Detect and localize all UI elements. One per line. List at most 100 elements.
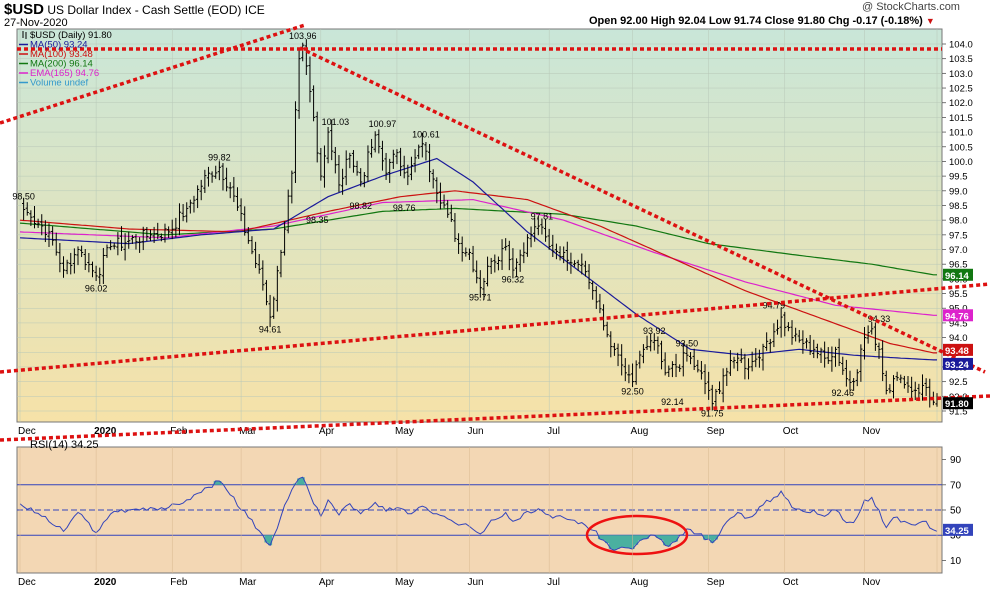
chart-date: 27-Nov-2020: [4, 17, 68, 29]
price-tick-label: 94.0: [949, 333, 968, 344]
price-tick-label: 99.0: [949, 186, 968, 197]
change-label: Chg -0.17 (-0.18%): [828, 15, 923, 27]
month-label-rsi: Oct: [783, 577, 799, 588]
chart-title: $USD US Dollar Index - Cash Settle (EOD)…: [4, 1, 265, 18]
month-label-price: Mar: [239, 426, 257, 437]
price-tick-label: 104.0: [949, 40, 973, 51]
month-label-rsi: Mar: [239, 577, 257, 588]
price-tick-label: 95.0: [949, 304, 968, 315]
price-tick-label: 98.0: [949, 216, 968, 227]
price-annotation: 98.35: [306, 215, 329, 225]
month-label-rsi: Sep: [707, 577, 725, 588]
ma50-line: [19, 157, 937, 361]
ohlc-bars: [22, 39, 939, 411]
rsi-grid: [17, 484, 942, 536]
price-tick-label: 103.0: [949, 69, 973, 80]
legend-entry: MA(100) 93.48: [30, 49, 93, 60]
price-annotation: 92.46: [831, 388, 854, 398]
price-annotation: 92.50: [621, 387, 644, 397]
month-axis-price: Dec 2020 Feb Mar Apr May Jun Jul Aug Sep Oct Nov: [18, 426, 880, 437]
rsi-oversold-fill: [213, 477, 718, 551]
price-annotation: 96.32: [502, 274, 525, 284]
rsi-tick-label: 10: [950, 556, 962, 567]
badge-rsi-bg: [943, 523, 973, 536]
price-annotation: 94.61: [259, 325, 282, 335]
ohlc-values: Open 92.00 High 92.04 Low 91.74 Close 91…: [589, 15, 935, 27]
rsi-axis: 90 70 50 30 10: [942, 455, 962, 567]
month-label-price: Nov: [863, 426, 881, 437]
price-annotation: 92.14: [661, 397, 684, 407]
price-tick-label: 100.0: [949, 157, 973, 168]
month-label-rsi: Apr: [319, 577, 335, 588]
ma200-line: [19, 207, 937, 276]
ohlc-label: Open 92.00 High 92.04 Low 91.74 Close 91…: [589, 15, 826, 27]
badge-rsi: 34.25: [945, 526, 969, 537]
price-annotation: 96.02: [85, 283, 108, 293]
rsi-line: [19, 476, 938, 551]
rsi-tick-label: 70: [950, 480, 962, 491]
price-annotation: 97.81: [531, 212, 554, 222]
legend-entry: MA(50) 93.24: [30, 40, 88, 51]
down-arrow-icon: ▼: [925, 16, 935, 26]
price-tick-label: 101.5: [949, 113, 973, 124]
price-tick-label: 92.5: [949, 377, 968, 388]
month-label-price: Sep: [707, 426, 725, 437]
month-label-rsi: Nov: [863, 577, 881, 588]
badge-ma50: 93.24: [945, 360, 969, 371]
price-annotation: 93.50: [676, 338, 699, 348]
legend-entry: MA(200) 96.14: [30, 59, 93, 70]
month-label-price: Jul: [547, 426, 560, 437]
month-axis-rsi: Dec 2020 Feb Mar Apr May Jun Jul Aug Sep Oct Nov: [18, 447, 938, 588]
price-annotation: 94.33: [868, 314, 891, 324]
price-annotation: 94.79: [763, 300, 786, 310]
month-label-price: Aug: [631, 426, 649, 437]
month-label-rsi: Feb: [170, 577, 188, 588]
price-annotations: 98.50 96.02 99.82 94.61 103.96 98.35 101.03 98.…: [12, 31, 890, 418]
price-tick-label: 102.0: [949, 98, 973, 109]
month-label-rsi: Jun: [467, 577, 483, 588]
instrument-name: US Dollar Index - Cash Settle (EOD): [47, 3, 242, 17]
trendline-falling-resistance: [299, 46, 986, 374]
price-tick-label: 100.5: [949, 142, 973, 153]
price-annotation: 99.82: [208, 153, 231, 163]
trendline-upper-rising: [0, 23, 306, 125]
ma100-line: [19, 190, 937, 354]
price-annotation: 100.61: [412, 130, 440, 140]
badge-ma200: 96.14: [945, 271, 969, 282]
month-label-rsi: Jul: [547, 577, 560, 588]
price-annotation: 91.75: [701, 409, 724, 419]
price-annotation: 95.71: [469, 292, 492, 302]
price-tick-label: 96.5: [949, 260, 968, 271]
symbol: $USD: [4, 1, 45, 18]
price-tick-label: 98.5: [949, 201, 968, 212]
price-tick-label: 94.5: [949, 318, 968, 329]
month-label-price: Jun: [467, 426, 483, 437]
price-annotation: 101.03: [322, 117, 350, 127]
badge-close: 91.80: [945, 399, 969, 410]
month-label-price: Apr: [319, 426, 335, 437]
price-tick-label: 97.0: [949, 245, 968, 256]
month-label-price: Feb: [170, 426, 188, 437]
rsi-axis-badge: 34.25: [943, 523, 973, 537]
rsi-highlight-circle: [585, 514, 689, 556]
month-label-price: Oct: [783, 426, 799, 437]
price-annotation: 93.92: [643, 326, 666, 336]
price-annotation: 98.82: [349, 201, 372, 211]
badge-close-bg: [943, 397, 973, 410]
price-tick-label: 97.5: [949, 230, 968, 241]
badge-ma200-bg: [943, 268, 973, 281]
trendlines: [0, 23, 990, 442]
price-annotation: 100.97: [369, 119, 397, 129]
month-label-price: 2020: [94, 426, 117, 437]
price-tick-label: 91.5: [949, 407, 968, 418]
badge-ma50-bg: [943, 357, 973, 370]
month-label-rsi: Dec: [18, 577, 36, 588]
ema165-line: [19, 198, 937, 316]
badge-ema165-bg: [943, 309, 973, 322]
rsi-tick-label: 30: [950, 531, 962, 542]
price-annotation: 98.76: [393, 203, 416, 213]
price-annotation: 98.50: [12, 191, 35, 201]
price-tick-label: 99.5: [949, 172, 968, 183]
